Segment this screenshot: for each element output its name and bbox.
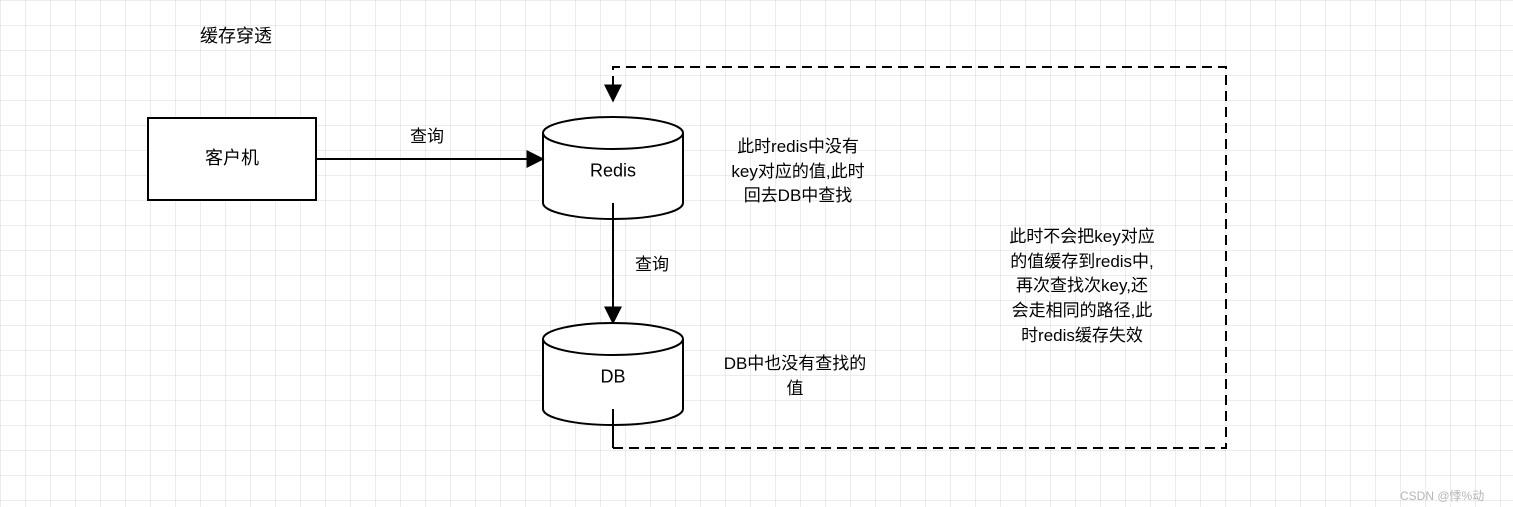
diagram-canvas: 客户机 Redis DB 缓存穿透 查询 查询 此时redis中没有key对应的值,… — [0, 0, 1513, 507]
annotation-loop-note: 此时不会把key对应的值缓存到redis中,再次查找次key,还会走相同的路径,… — [977, 225, 1187, 348]
annotation-db-note: DB中也没有查找的值 — [700, 352, 890, 401]
node-db-top — [543, 323, 683, 355]
annotation-redis-note: 此时redis中没有key对应的值,此时回去DB中查找 — [703, 135, 893, 209]
edge-label-redis-db: 查询 — [635, 250, 669, 275]
node-redis-top — [543, 117, 683, 149]
edge-label-client-redis: 查询 — [410, 122, 444, 147]
node-client-label: 客户机 — [205, 148, 259, 168]
diagram-title: 缓存穿透 — [200, 22, 272, 48]
watermark: CSDN @悸%动 — [1400, 487, 1484, 504]
node-db-label: DB — [600, 366, 625, 386]
svg-layer: 客户机 Redis DB — [0, 0, 1513, 507]
node-redis-label: Redis — [590, 160, 636, 180]
